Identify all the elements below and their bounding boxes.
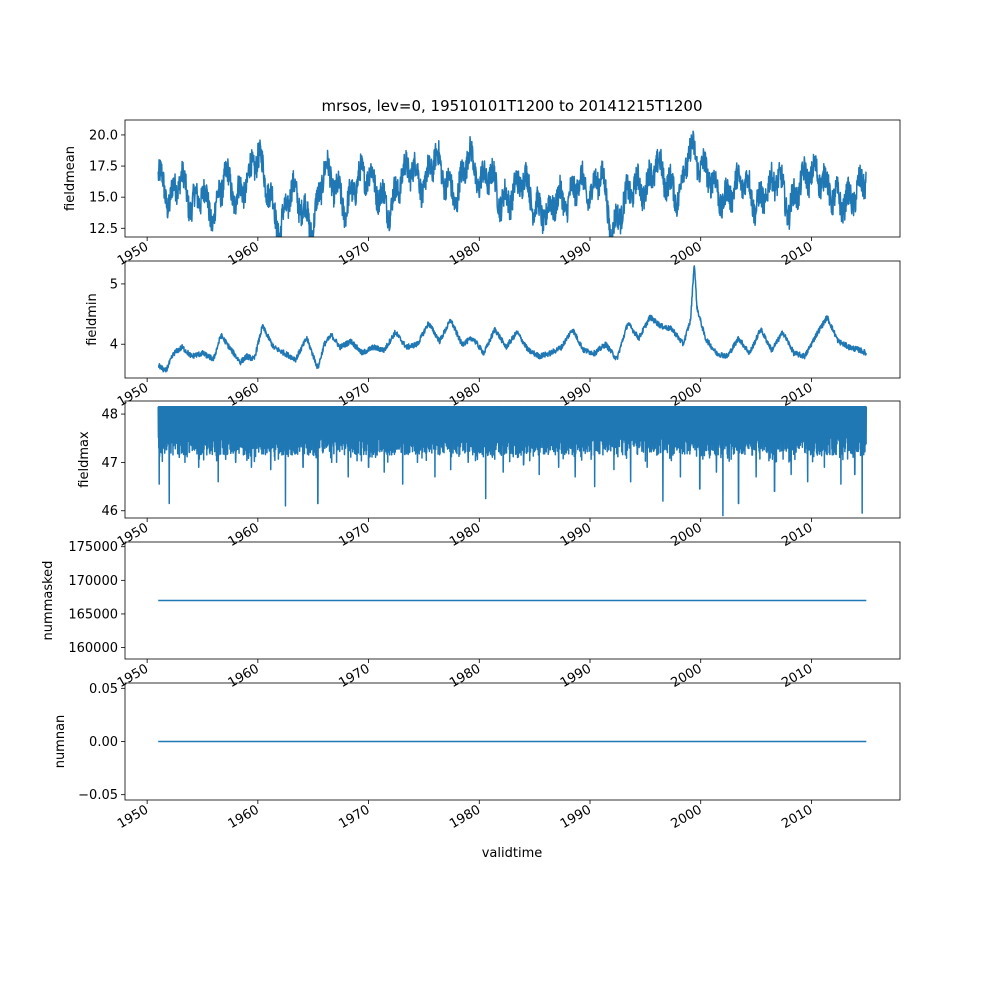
y-tick-label-numnan: 0.00 (89, 735, 118, 750)
x-tick-label-fieldmin: 1990 (558, 380, 594, 410)
x-tick-label-fieldmean: 1970 (336, 239, 372, 269)
x-tick-label-fieldmin: 1980 (447, 380, 483, 410)
panel-fieldmax: 46 47 48 1950 1960 1970 1980 1990 2000 2010 fieldm… (77, 400, 901, 550)
x-tick-label-numnan: 1990 (558, 802, 594, 832)
y-tick-label-fieldmean: 17.5 (89, 160, 118, 175)
x-tick-label-fieldmin: 1950 (115, 380, 151, 410)
x-tick-label-fieldmean: 2000 (669, 239, 705, 269)
x-tick-label-fieldmean: 1980 (447, 239, 483, 269)
axes-frame-nummasked (124, 541, 901, 660)
y-tick-label-fieldmin: 5 (110, 277, 118, 292)
y-tick-label-fieldmax: 46 (101, 504, 118, 519)
x-tick-label-fieldmean: 1950 (115, 239, 151, 269)
x-tick-label-nummasked: 1980 (447, 661, 483, 691)
x-tick-label-fieldmax: 1960 (226, 520, 262, 550)
series-line-fieldmax (157, 406, 868, 517)
y-axis-label-fieldmean: fieldmean (63, 146, 78, 211)
y-tick-label-fieldmax: 47 (101, 456, 118, 471)
x-tick-label-numnan: 1980 (447, 802, 483, 832)
axes-frame-fieldmean (124, 119, 901, 238)
y-axis-label-numnan: numnan (53, 715, 68, 769)
x-tick-label-fieldmean: 2010 (779, 239, 815, 269)
axes-frame-fieldmin (124, 260, 901, 379)
panel-nummasked: 160000 165000 170000 175000 1950 1960 1970 1980… (41, 540, 901, 691)
y-tick-label-nummasked: 175000 (68, 540, 118, 555)
y-tick-label-numnan: −0.05 (78, 788, 118, 803)
y-tick-label-fieldmean: 15.0 (89, 191, 118, 206)
x-tick-label-fieldmax: 2000 (669, 520, 705, 550)
x-tick-label-fieldmax: 2010 (779, 520, 815, 550)
x-tick-label-numnan: 2000 (669, 802, 705, 832)
axes-frame-fieldmax (124, 400, 901, 519)
chart-title: mrsos, lev=0, 19510101T1200 to 20141215T… (321, 97, 702, 115)
x-tick-label-numnan: 2010 (779, 802, 815, 832)
panel-numnan: −0.05 0.00 0.05 1950 1960 1970 1980 1990 2000 201… (53, 682, 901, 832)
x-tick-label-nummasked: 2000 (669, 661, 705, 691)
x-tick-label-numnan: 1960 (226, 802, 262, 832)
x-tick-label-fieldmax: 1990 (558, 520, 594, 550)
y-tick-label-nummasked: 170000 (68, 574, 118, 589)
y-tick-label-fieldmean: 12.5 (89, 222, 118, 237)
y-tick-label-nummasked: 160000 (68, 641, 118, 656)
x-tick-label-numnan: 1970 (336, 802, 372, 832)
y-tick-label-numnan: 0.05 (89, 682, 118, 697)
series-line-fieldmin (157, 265, 868, 373)
x-tick-label-fieldmax: 1950 (115, 520, 151, 550)
x-tick-label-nummasked: 1970 (336, 661, 372, 691)
y-tick-label-fieldmax: 48 (101, 408, 118, 423)
x-tick-label-nummasked: 2010 (779, 661, 815, 691)
x-tick-label-fieldmin: 1960 (226, 380, 262, 410)
y-tick-label-fieldmin: 4 (110, 338, 118, 353)
series-line-fieldmean (157, 130, 867, 237)
x-tick-label-nummasked: 1960 (226, 661, 262, 691)
x-tick-label-fieldmin: 2010 (779, 380, 815, 410)
y-axis-label-fieldmin: fieldmin (85, 293, 100, 346)
x-axis-label: validtime (482, 846, 543, 861)
panels: 12.5 15.0 17.5 20.0 1950 1960 1970 1980 1990 2000… (41, 119, 901, 832)
y-tick-label-nummasked: 165000 (68, 607, 118, 622)
x-tick-label-fieldmean: 1960 (226, 239, 262, 269)
x-tick-label-fieldmin: 2000 (669, 380, 705, 410)
x-tick-label-numnan: 1950 (115, 802, 151, 832)
x-tick-label-fieldmax: 1980 (447, 520, 483, 550)
x-tick-label-nummasked: 1990 (558, 661, 594, 691)
x-tick-label-fieldmin: 1970 (336, 380, 372, 410)
x-tick-label-fieldmax: 1970 (336, 520, 372, 550)
x-tick-label-nummasked: 1950 (115, 661, 151, 691)
panel-fieldmean: 12.5 15.0 17.5 20.0 1950 1960 1970 1980 1990 2000… (63, 119, 901, 269)
x-tick-label-fieldmean: 1990 (558, 239, 594, 269)
y-tick-label-fieldmean: 20.0 (89, 128, 118, 143)
y-axis-label-nummasked: nummasked (41, 561, 56, 641)
y-axis-label-fieldmax: fieldmax (77, 431, 92, 488)
panel-fieldmin: 4 5 1950 1960 1970 1980 1990 2000 2010 fieldmin (85, 260, 901, 410)
